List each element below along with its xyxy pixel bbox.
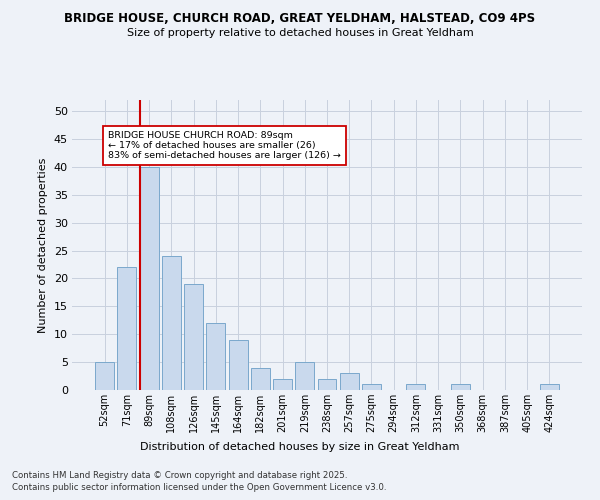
- Y-axis label: Number of detached properties: Number of detached properties: [38, 158, 48, 332]
- Bar: [451, 384, 470, 390]
- Bar: [251, 368, 270, 390]
- Bar: [340, 374, 359, 390]
- Bar: [317, 379, 337, 390]
- Bar: [162, 256, 181, 390]
- Bar: [95, 362, 114, 390]
- Text: Size of property relative to detached houses in Great Yeldham: Size of property relative to detached ho…: [127, 28, 473, 38]
- Bar: [206, 323, 225, 390]
- Text: Contains HM Land Registry data © Crown copyright and database right 2025.: Contains HM Land Registry data © Crown c…: [12, 471, 347, 480]
- Text: Contains public sector information licensed under the Open Government Licence v3: Contains public sector information licen…: [12, 484, 386, 492]
- Bar: [184, 284, 203, 390]
- Text: BRIDGE HOUSE CHURCH ROAD: 89sqm
← 17% of detached houses are smaller (26)
83% of: BRIDGE HOUSE CHURCH ROAD: 89sqm ← 17% of…: [108, 130, 341, 160]
- Bar: [273, 379, 292, 390]
- Bar: [140, 167, 158, 390]
- Bar: [118, 268, 136, 390]
- Bar: [540, 384, 559, 390]
- Text: BRIDGE HOUSE, CHURCH ROAD, GREAT YELDHAM, HALSTEAD, CO9 4PS: BRIDGE HOUSE, CHURCH ROAD, GREAT YELDHAM…: [64, 12, 536, 26]
- Bar: [295, 362, 314, 390]
- Bar: [229, 340, 248, 390]
- Text: Distribution of detached houses by size in Great Yeldham: Distribution of detached houses by size …: [140, 442, 460, 452]
- Bar: [362, 384, 381, 390]
- Bar: [406, 384, 425, 390]
